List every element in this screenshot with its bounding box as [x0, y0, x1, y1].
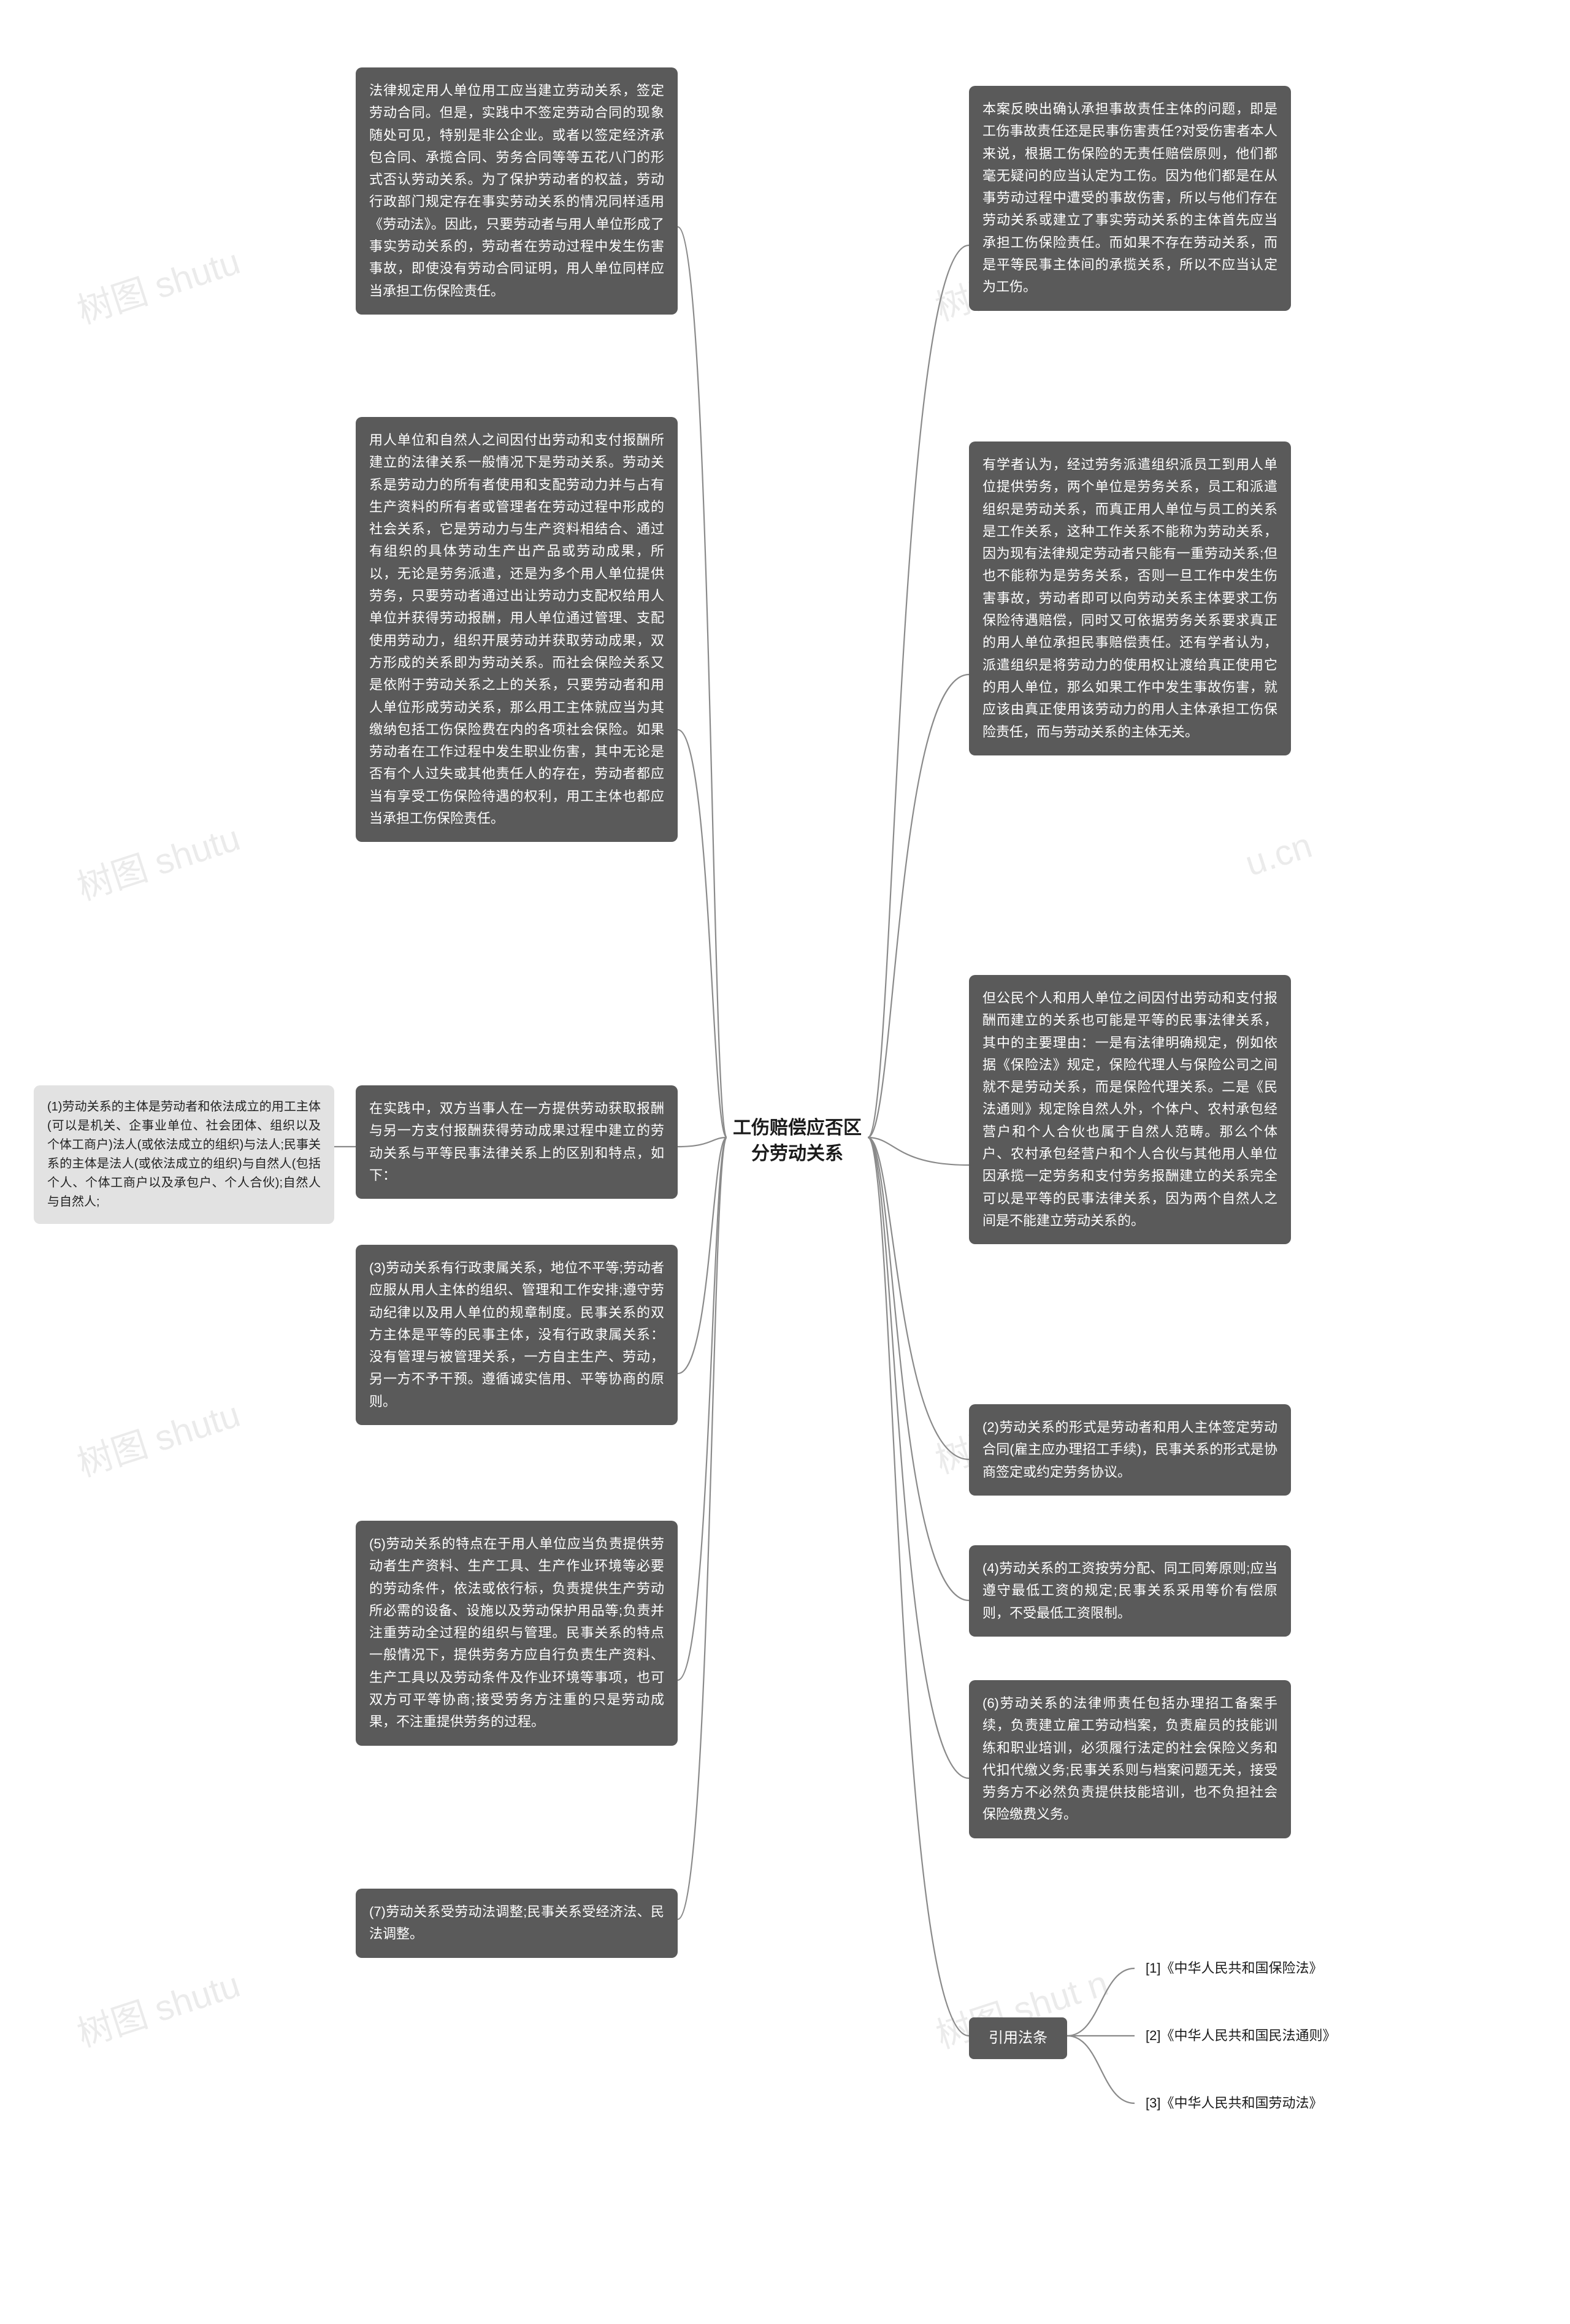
left-node-3-child: (1)劳动关系的主体是劳动者和依法成立的用工主体(可以是机关、企事业单位、社会团…: [34, 1085, 334, 1224]
right-node-5: (4)劳动关系的工资按劳分配、同工同筹原则;应当遵守最低工资的规定;民事关系采用…: [969, 1545, 1291, 1637]
watermark: 树图 shutu: [70, 233, 246, 334]
left-node-6: (7)劳动关系受劳动法调整;民事关系受经济法、民法调整。: [356, 1889, 678, 1958]
citation-3: [3]《中华人民共和国劳动法》: [1135, 2085, 1380, 2122]
citation-1: [1]《中华人民共和国保险法》: [1135, 1950, 1380, 1987]
left-node-3: 在实践中，双方当事人在一方提供劳动获取报酬与另一方支付报酬获得劳动成果过程中建立…: [356, 1085, 678, 1199]
watermark: u.cn: [1240, 825, 1317, 885]
right-node-3: 但公民个人和用人单位之间因付出劳动和支付报酬而建立的关系也可能是平等的民事法律关…: [969, 975, 1291, 1244]
citation-ref-node: 引用法条: [969, 2017, 1067, 2059]
watermark: 树图 shutu: [70, 809, 246, 911]
watermark: 树图 shutu: [70, 1386, 246, 1487]
left-node-4: (3)劳动关系有行政隶属关系，地位不平等;劳动者应服从用人主体的组织、管理和工作…: [356, 1245, 678, 1425]
left-node-2: 用人单位和自然人之间因付出劳动和支付报酬所建立的法律关系一般情况下是劳动关系。劳…: [356, 417, 678, 842]
left-node-1: 法律规定用人单位用工应当建立劳动关系，签定劳动合同。但是，实践中不签定劳动合同的…: [356, 67, 678, 315]
left-node-5: (5)劳动关系的特点在于用人单位应当负责提供劳动者生产资料、生产工具、生产作业环…: [356, 1521, 678, 1746]
right-node-1: 本案反映出确认承担事故责任主体的问题，即是工伤事故责任还是民事伤害责任?对受伤害…: [969, 86, 1291, 311]
right-node-4: (2)劳动关系的形式是劳动者和用人主体签定劳动合同(雇主应办理招工手续)，民事关…: [969, 1404, 1291, 1496]
right-node-2: 有学者认为，经过劳务派遣组织派员工到用人单位提供劳务，两个单位是劳务关系，员工和…: [969, 441, 1291, 755]
citation-2: [2]《中华人民共和国民法通则》: [1135, 2017, 1392, 2054]
watermark: 树图 shutu: [70, 1956, 246, 2057]
root-node: 工伤赔偿应否区分劳动关系: [727, 1107, 868, 1175]
right-node-6: (6)劳动关系的法律师责任包括办理招工备案手续，负责建立雇工劳动档案，负责雇员的…: [969, 1680, 1291, 1838]
root-label: 工伤赔偿应否区分劳动关系: [733, 1118, 862, 1164]
